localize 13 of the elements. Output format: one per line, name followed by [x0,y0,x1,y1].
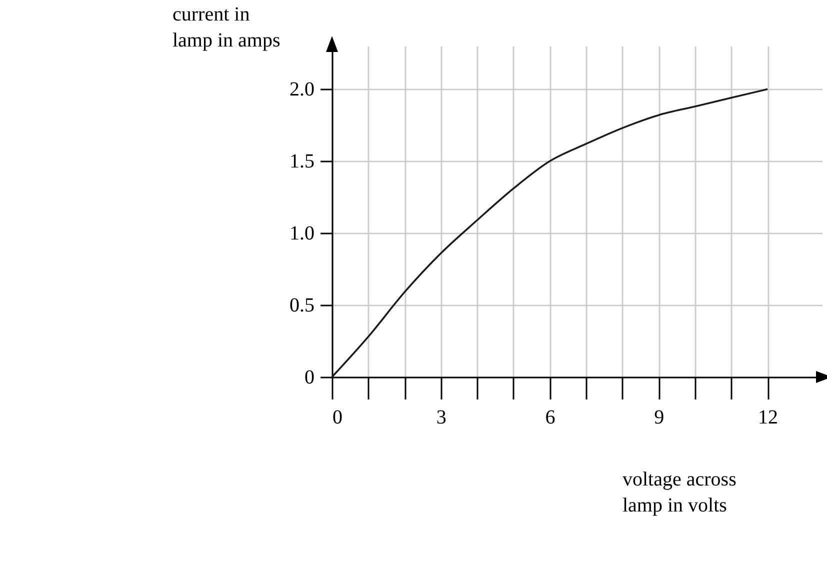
y-tick-label: 2.0 [290,78,314,101]
y-axis-title: current in lamp in amps [172,4,280,52]
x-tick-label: 12 [758,406,778,428]
y-tick-label: 0 [304,366,314,388]
y-tick-label: 0.5 [290,294,314,317]
line-series [331,88,768,378]
x-tick-label: 3 [436,406,446,428]
x-tick-label: 9 [654,406,664,428]
y-tick-label: 1.5 [290,150,314,173]
x-axis-title: voltage across lamp in volts [622,468,737,516]
y-tick-label: 1.0 [290,222,314,245]
x-tick-label: 6 [545,406,556,428]
x-tick-label: 0 [332,406,342,428]
